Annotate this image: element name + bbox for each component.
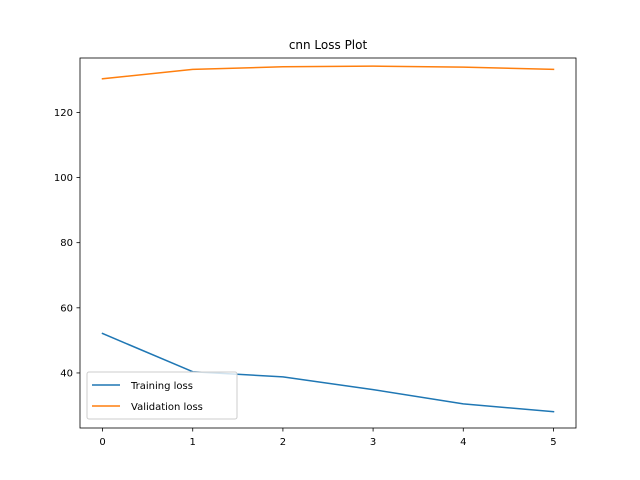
y-tick-label: 60 <box>60 303 73 314</box>
y-tick-label: 120 <box>54 108 73 119</box>
series-line-0 <box>101 332 555 413</box>
x-tick-label: 4 <box>460 437 466 448</box>
series-line-1 <box>101 65 555 80</box>
y-tick-label: 40 <box>60 368 73 379</box>
y-tick-label: 80 <box>60 238 73 249</box>
y-tick-label: 100 <box>54 173 73 184</box>
x-tick-label: 1 <box>190 437 196 448</box>
ticks-layer: 0 1 2 3 4 5 40 60 80 100 120 <box>54 108 557 448</box>
legend: Training loss Validation loss <box>86 371 238 420</box>
x-tick-label: 2 <box>280 437 286 448</box>
plot-frame <box>79 57 577 429</box>
x-tick-label: 5 <box>550 437 556 448</box>
series-layer <box>101 65 555 413</box>
x-tick-label: 0 <box>99 437 105 448</box>
legend-label-1: Validation loss <box>131 402 203 413</box>
legend-box <box>86 371 238 420</box>
legend-label-0: Training loss <box>130 381 193 392</box>
chart-title: cnn Loss Plot <box>289 38 368 52</box>
x-tick-label: 3 <box>370 437 376 448</box>
